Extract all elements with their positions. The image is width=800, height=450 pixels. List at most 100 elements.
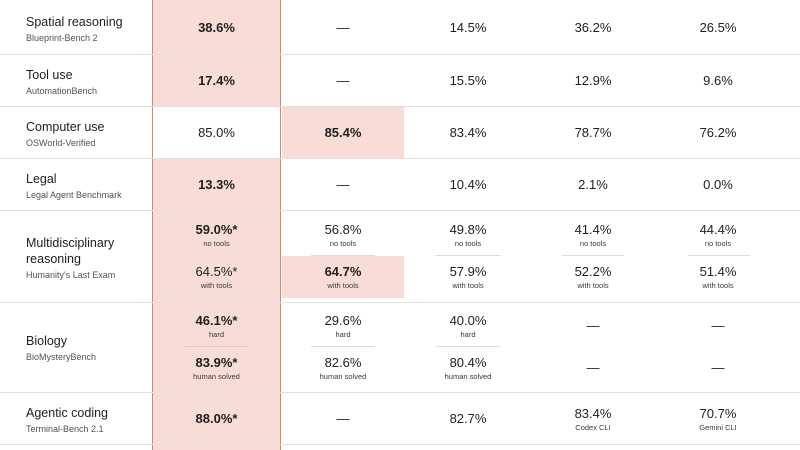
score-value: 59.0%*	[195, 221, 238, 237]
score-condition: hard	[208, 329, 224, 339]
score-condition: with tools	[577, 280, 609, 290]
score-value: —	[586, 360, 600, 375]
score-cell: 36.2%	[531, 0, 655, 55]
score-value: 41.4%	[574, 221, 612, 237]
score-cell: 78.7%	[531, 107, 655, 158]
score-cell: 0.0%	[655, 159, 781, 211]
score-cell: 52.2% with tools	[531, 257, 655, 297]
benchmark-source: AutomationBench	[26, 86, 98, 96]
score-cell: 14.5%	[405, 0, 531, 55]
score-value: 78.7%	[574, 124, 612, 140]
score-value: 76.2%	[699, 124, 737, 140]
score-value: 26.5%	[699, 19, 737, 35]
highlighted-model-column	[152, 0, 281, 450]
sub-row-divider	[311, 255, 375, 256]
table-row: Biology BioMysteryBench 46.1%* hard 29.6%…	[0, 303, 800, 393]
row-label: Spatial reasoning Blueprint-Bench 2	[26, 14, 123, 44]
score-value: 85.0%	[198, 124, 235, 140]
score-cell: —	[655, 307, 781, 345]
sub-row-divider	[185, 346, 249, 347]
score-cell: —	[531, 348, 655, 388]
score-value: 64.7%	[324, 263, 362, 279]
benchmark-name: Biology	[26, 334, 67, 348]
score-value: 83.9%*	[195, 354, 238, 370]
score-cell: 83.4%	[405, 107, 531, 158]
row-label: Tool use AutomationBench	[26, 67, 97, 97]
score-value: 88.0%*	[195, 411, 238, 426]
benchmark-name: Multidisciplinary reasoning	[26, 236, 115, 266]
score-value: 52.2%	[574, 263, 612, 279]
score-value: 82.6%	[324, 354, 362, 370]
score-cell: —	[655, 348, 781, 388]
score-value: —	[711, 360, 725, 375]
score-cell: 76.2%	[655, 107, 781, 158]
score-condition: with tools	[452, 280, 484, 290]
table-row: Multidisciplinary reasoning Humanity's L…	[0, 211, 800, 303]
score-value: 64.5%*	[195, 263, 238, 279]
score-cell: 12.9%	[531, 55, 655, 107]
sub-row-divider	[311, 346, 375, 347]
score-condition: no tools	[329, 238, 357, 248]
score-cell: 83.4% Codex CLI	[531, 393, 655, 445]
table-row: Spatial reasoning Blueprint-Bench 2 38.6…	[0, 0, 800, 55]
score-value: —	[336, 73, 350, 88]
table-row: Legal Legal Agent Benchmark 13.3% — 10.4…	[0, 159, 800, 211]
score-value: 36.2%	[574, 19, 612, 35]
score-cell: 88.0%*	[153, 393, 280, 445]
score-cell: 13.3%	[153, 159, 280, 211]
score-value: 83.4%	[574, 405, 612, 421]
score-cell: 70.7% Gemini CLI	[655, 393, 781, 445]
score-condition: human solved	[319, 371, 367, 381]
score-cell: —	[282, 55, 404, 107]
score-cell: 17.4%	[153, 55, 280, 107]
score-condition: hard	[460, 329, 476, 339]
score-value: 9.6%	[703, 73, 733, 88]
benchmark-source: BioMysteryBench	[26, 352, 97, 362]
score-value: 10.4%	[449, 177, 487, 192]
score-value: 17.4%	[198, 73, 235, 88]
table-row: Agentic coding Terminal-Bench 2.1 88.0%*…	[0, 393, 800, 445]
score-value: 15.5%	[449, 73, 487, 88]
benchmark-source: Terminal-Bench 2.1	[26, 424, 104, 434]
row-label: Agentic coding Terminal-Bench 2.1	[26, 405, 108, 435]
score-value: 29.6%	[324, 312, 362, 328]
score-cell: 64.7% with tools	[282, 256, 404, 298]
score-cell: 29.6% hard	[282, 307, 404, 345]
score-value: —	[586, 318, 600, 333]
score-cell: 38.6%	[153, 0, 280, 55]
score-value: 38.6%	[198, 19, 235, 35]
score-value: 85.4%	[324, 124, 362, 140]
score-value: 2.1%	[578, 177, 608, 192]
score-value: 44.4%	[699, 221, 737, 237]
benchmark-source: Blueprint-Bench 2	[26, 33, 98, 43]
score-value: 13.3%	[198, 177, 235, 192]
score-value: —	[711, 318, 725, 333]
score-cell: 9.6%	[655, 55, 781, 107]
score-cell: 10.4%	[405, 159, 531, 211]
score-value: 0.0%	[703, 177, 733, 192]
score-condition: hard	[335, 329, 351, 339]
benchmark-source: OSWorld-Verified	[26, 138, 96, 148]
score-condition: with tools	[327, 280, 359, 290]
score-cell: 56.8% no tools	[282, 216, 404, 254]
score-value: 82.7%	[449, 411, 487, 426]
table-row: Tool use AutomationBench 17.4% — 15.5% 1…	[0, 55, 800, 107]
score-value: —	[336, 19, 350, 35]
score-cell: 49.8% no tools	[405, 216, 531, 254]
benchmark-source: Humanity's Last Exam	[26, 270, 116, 280]
score-value: 83.4%	[449, 124, 487, 140]
score-cell: 2.1%	[531, 159, 655, 211]
row-label: Multidisciplinary reasoning Humanity's L…	[26, 235, 146, 281]
row-label: Legal Legal Agent Benchmark	[26, 171, 122, 201]
table-row: Computer use OSWorld-Verified 85.0% 85.4…	[0, 107, 800, 159]
score-condition: Gemini CLI	[699, 422, 737, 432]
sub-row-divider	[436, 255, 500, 256]
score-value: 40.0%	[449, 312, 487, 328]
score-cell: —	[282, 159, 404, 211]
benchmark-name: Tool use	[26, 68, 73, 82]
score-cell: 59.0%* no tools	[153, 216, 280, 254]
benchmark-name: Agentic coding	[26, 406, 109, 420]
score-cell: 26.5%	[655, 0, 781, 55]
score-cell: 64.5%* with tools	[153, 257, 280, 297]
